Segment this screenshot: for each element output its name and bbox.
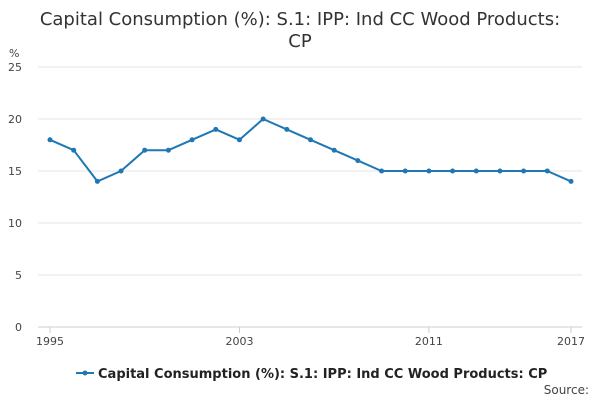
data-point-2016[interactable] — [544, 168, 550, 174]
data-point-2001[interactable] — [189, 137, 195, 143]
legend-dot-marker — [82, 370, 88, 376]
legend-label: Capital Consumption (%): S.1: IPP: Ind C… — [98, 367, 547, 382]
data-point-1997[interactable] — [94, 178, 100, 184]
source-label: Source: — [544, 383, 589, 397]
x-tick-label-1995: 1995 — [36, 335, 64, 348]
x-axis: 1995 2003 2011 2017 — [36, 327, 585, 348]
data-point-2015[interactable] — [521, 168, 527, 174]
x-tick-label-2003: 2003 — [225, 335, 253, 348]
y-tick-label-0: 0 — [15, 321, 22, 334]
x-tick-label-2017: 2017 — [557, 335, 585, 348]
data-point-1996[interactable] — [71, 147, 77, 153]
data-point-2009[interactable] — [379, 168, 385, 174]
x-tick-label-2011: 2011 — [415, 335, 443, 348]
data-point-2004[interactable] — [260, 116, 266, 122]
data-point-1998[interactable] — [118, 168, 124, 174]
data-point-2012[interactable] — [450, 168, 456, 174]
data-point-2002[interactable] — [213, 126, 219, 132]
y-tick-label-15: 15 — [8, 165, 22, 178]
data-point-2003[interactable] — [236, 137, 242, 143]
y-axis-label: % — [9, 47, 19, 60]
data-point-2010[interactable] — [402, 168, 408, 174]
y-tick-label-25: 25 — [8, 61, 22, 74]
data-point-2000[interactable] — [165, 147, 171, 153]
data-point-1995[interactable] — [47, 137, 53, 143]
data-point-1999[interactable] — [142, 147, 148, 153]
y-tick-label-10: 10 — [8, 217, 22, 230]
legend[interactable]: Capital Consumption (%): S.1: IPP: Ind C… — [76, 367, 547, 382]
data-point-2007[interactable] — [331, 147, 337, 153]
data-point-2017[interactable] — [568, 178, 574, 184]
y-axis-ticks: 0 5 10 15 20 25 — [8, 61, 22, 334]
y-tick-label-5: 5 — [15, 269, 22, 282]
y-tick-label-20: 20 — [8, 113, 22, 126]
data-point-2013[interactable] — [473, 168, 479, 174]
series-layer — [47, 116, 574, 184]
series-line-0 — [49, 118, 572, 183]
data-point-2014[interactable] — [497, 168, 503, 174]
data-point-2011[interactable] — [426, 168, 432, 174]
data-point-2005[interactable] — [284, 126, 290, 132]
chart-title-line-2: CP — [288, 31, 312, 52]
data-point-2006[interactable] — [308, 137, 313, 143]
grid-lines — [38, 66, 582, 328]
data-point-2008[interactable] — [355, 158, 361, 164]
chart-title-line-1: Capital Consumption (%): S.1: IPP: Ind C… — [40, 9, 560, 30]
